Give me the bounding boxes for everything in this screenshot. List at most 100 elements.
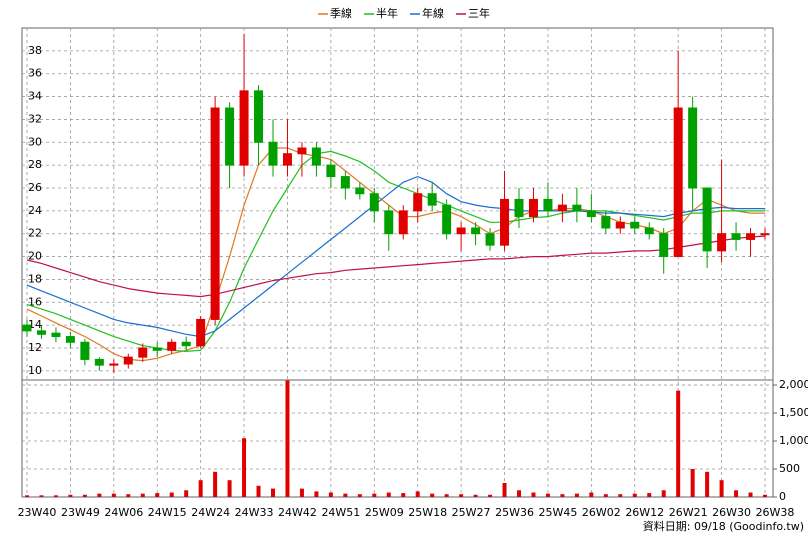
volume-bar: [545, 493, 550, 497]
volume-bar: [68, 494, 73, 497]
volume-bar: [531, 492, 536, 497]
volume-bar: [184, 490, 189, 497]
y-tick-label: 10: [28, 364, 42, 377]
x-tick-label: 26W12: [625, 506, 664, 519]
y2-tick-label: 1,000: [779, 434, 808, 447]
candle-body: [528, 198, 538, 218]
y2-tick-label: 500: [779, 462, 800, 475]
volume-bar: [242, 438, 247, 497]
candle-body: [413, 193, 423, 212]
candle-body: [109, 363, 119, 366]
volume-bar: [213, 471, 218, 497]
candle-body: [65, 336, 75, 343]
candle-body: [688, 107, 698, 189]
volume-bar: [459, 494, 464, 497]
source-note: 資料日期: 09/18 (Goodinfo.tw): [643, 519, 804, 533]
ma-line: [26, 147, 765, 362]
candle-body: [659, 233, 669, 258]
ma-line: [26, 175, 765, 338]
volume-bar: [603, 494, 608, 497]
y-tick-label: 24: [28, 204, 42, 217]
volume-bar: [386, 492, 391, 497]
legend-label: 季線: [330, 6, 352, 20]
volume-bar: [357, 494, 362, 497]
volume-bar: [748, 492, 753, 497]
volume-bar: [285, 380, 290, 497]
volume-bar: [126, 494, 131, 497]
volume-bar: [372, 493, 377, 497]
candle-body: [500, 198, 510, 246]
volume-bar: [632, 493, 637, 497]
legend-label: 半年: [376, 6, 398, 20]
candle-body: [355, 187, 365, 195]
y2-tick-label: 2,000: [779, 378, 808, 391]
candle-body: [442, 204, 452, 235]
volume-bar: [25, 495, 29, 497]
candle-body: [427, 193, 437, 206]
volume-bar: [661, 490, 666, 497]
y-tick-label: 36: [28, 67, 42, 80]
legend-label: 年線: [422, 6, 444, 20]
legend-label: 三年: [468, 6, 490, 20]
candle-body: [384, 210, 394, 235]
x-tick-label: 24W51: [321, 506, 360, 519]
volume-bar: [271, 488, 275, 497]
candle-body: [268, 141, 278, 166]
candle-body: [456, 227, 466, 235]
candle-body: [282, 153, 292, 166]
x-tick-label: 26W30: [712, 506, 751, 519]
volume-bar: [444, 494, 449, 497]
volume-bar: [690, 469, 695, 497]
candle-body: [673, 107, 683, 258]
candle-body: [717, 233, 727, 252]
y-tick-label: 28: [28, 158, 42, 171]
candle-body: [51, 332, 61, 338]
candle-body: [152, 347, 162, 351]
volume-bar: [328, 492, 333, 497]
volume-bar: [111, 493, 116, 497]
y-tick-label: 30: [28, 135, 42, 148]
volume-bar: [256, 485, 261, 497]
candle-body: [471, 227, 481, 235]
volume-bar: [430, 493, 435, 497]
volume-bar: [82, 494, 87, 497]
volume-bar: [299, 488, 304, 497]
volume-bar: [155, 493, 160, 497]
volume-bar: [763, 494, 767, 497]
x-tick-label: 24W15: [148, 506, 187, 519]
volume-bar: [589, 492, 594, 497]
candle-body: [572, 204, 582, 212]
candle-body: [644, 227, 654, 235]
candle-body: [311, 147, 321, 166]
x-tick-label: 24W06: [104, 506, 143, 519]
candle-body: [630, 221, 640, 229]
x-tick-label: 23W49: [61, 506, 100, 519]
candle-body: [543, 198, 553, 212]
candle-body: [326, 164, 336, 178]
y-tick-label: 20: [28, 250, 42, 263]
candle-body: [514, 198, 524, 218]
candle-body: [340, 176, 350, 189]
volume-bar: [618, 494, 623, 497]
candle-body: [586, 210, 596, 218]
candle-body: [557, 204, 567, 212]
candle-body: [398, 210, 408, 235]
candle-body: [746, 233, 756, 240]
volume-bar: [574, 493, 579, 497]
x-tick-label: 25W27: [452, 506, 491, 519]
volume-bar: [401, 493, 406, 497]
candle-body: [94, 358, 104, 366]
x-tick-label: 26W02: [582, 506, 621, 519]
volume-bar: [705, 471, 710, 497]
x-tick-label: 24W24: [191, 506, 230, 519]
volume-bar: [169, 492, 174, 497]
volume-bar: [473, 494, 478, 497]
volume-bar: [560, 494, 565, 497]
candle-body: [615, 221, 625, 229]
candle-body: [167, 341, 177, 351]
y-tick-label: 26: [28, 181, 42, 194]
y2-tick-label: 1,500: [779, 406, 808, 419]
x-tick-label: 25W45: [539, 506, 578, 519]
candle-body: [123, 356, 133, 365]
x-tick-label: 26W38: [756, 506, 795, 519]
